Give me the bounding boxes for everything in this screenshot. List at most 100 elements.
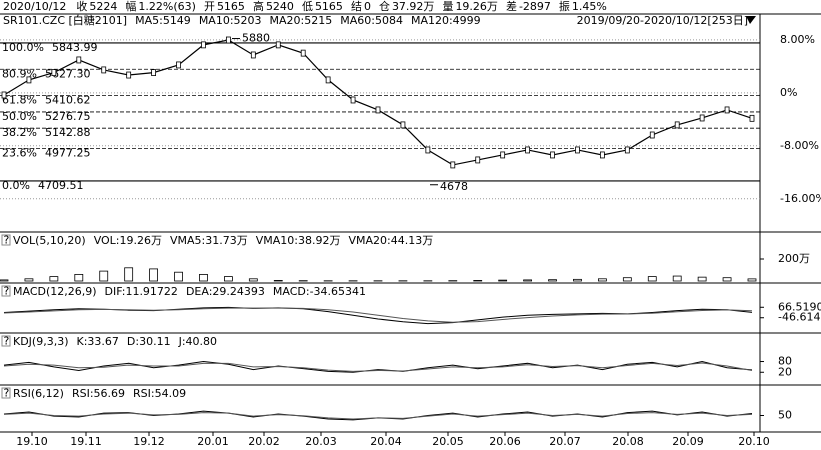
candle [375,106,381,114]
fib-price: 5410.62 [45,94,91,107]
candle [176,61,181,69]
candle [325,76,331,84]
quote-value: -2897 [519,0,551,13]
candle [26,76,32,84]
candle [400,121,406,129]
candle [250,51,256,59]
symbol: SR101.CZC [白糖2101] [3,13,127,27]
candle [575,146,580,154]
volume-bar [49,276,59,282]
indicator-tick-label: 50 [778,409,792,422]
candle [550,151,555,159]
volume-bar [273,280,283,282]
x-tick-label: 20.08 [612,435,644,448]
candle [275,41,281,49]
help-icon [1,335,11,347]
volume-bar [473,280,483,282]
x-tick-label: 20.10 [738,435,770,448]
candle [300,49,306,57]
volume-bar [573,278,582,282]
quote-label: 量 [442,0,453,13]
volume-bar [199,273,208,282]
ma-legend: MA10:5203 [199,14,262,27]
volume-bar [622,277,632,282]
fib-price: 5627.30 [45,67,91,80]
candle [1,91,7,99]
x-tick-label: 20.02 [248,435,280,448]
fib-label: 23.6% [2,146,37,159]
indicator-line [3,412,753,420]
help-icon [1,387,11,399]
volume-bar [747,278,757,282]
x-tick-label: 20.07 [549,435,581,448]
candle [525,146,530,154]
candle [500,151,506,159]
volume-bar [149,268,159,282]
pct-tick-label: -16.00% [780,192,821,205]
volume-bar [498,279,508,282]
x-tick-label: 19.11 [70,435,102,448]
quote-value: 5165 [217,0,245,13]
quote-value: 0 [364,0,371,13]
indicator-value: D:30.11 [127,335,171,348]
indicator-value: K:33.67 [77,335,119,348]
quote-date: 2020/10/12 [3,0,66,13]
indicator-name: VOL(5,10,20) [13,234,86,247]
volume-bar [722,277,732,282]
quote-value: 1.45% [572,0,607,13]
fib-label: 50.0% [2,110,37,123]
indicator-tick-label: 200万 [778,252,810,265]
volume-bar [0,279,9,282]
candle [101,66,107,74]
help-mark: ? [4,335,10,348]
indicator-name: MACD(12,26,9) [13,285,97,298]
low-label: 4678 [440,180,468,193]
volume-bar [697,276,707,282]
dropdown-icon [746,16,756,24]
x-tick-label: 19.12 [133,435,165,448]
indicator-line [3,361,753,373]
x-tick-label: 19.10 [16,435,48,448]
quote-label: 低 [302,0,313,13]
indicator-value: MACD:-34.65341 [273,285,366,298]
fib-price: 5843.99 [52,41,98,54]
volume-bar [672,275,682,282]
quote-label: 结 [351,0,362,13]
quote-value: 37.92万 [392,0,435,13]
volume-bar [124,267,134,282]
date-range: 2019/09/20-2020/10/12[253日] [577,14,748,27]
candle [600,151,605,159]
high-label: 5880 [242,32,270,45]
indicator-tick-label: -46.6142 [778,311,821,324]
indicator-name: RSI(6,12) [13,387,64,400]
indicator-value: RSI:56.69 [72,387,125,400]
quote-value: 5224 [89,0,117,13]
help-icon [1,285,11,297]
candle [724,106,730,114]
candle [126,71,132,79]
volume-bar [523,279,532,282]
fib-price: 4709.51 [38,179,84,192]
quote-label: 振 [559,0,570,13]
candle [151,69,157,77]
volume-bar [174,271,183,282]
candle [201,41,206,49]
ma-legend: MA120:4999 [411,14,481,27]
quote-value: 1.22%(63) [138,0,196,13]
volume-bar [24,278,34,282]
quote-label: 高 [253,0,264,13]
x-tick-label: 20.01 [197,435,229,448]
volume-bar [223,276,233,282]
help-icon [1,234,11,246]
indicator-tick-label: 20 [778,365,792,378]
quote-label: 仓 [379,0,390,13]
indicator-line [3,362,753,372]
x-tick-label: 20.05 [432,435,464,448]
fib-label: 38.2% [2,126,37,139]
volume-bar [598,278,607,282]
fib-price: 5142.88 [45,126,91,139]
x-tick-label: 20.04 [370,435,402,448]
indicator-value: J:40.80 [178,335,217,348]
fib-price: 5276.75 [45,110,91,123]
indicator-value: VMA10:38.92万 [256,234,341,247]
